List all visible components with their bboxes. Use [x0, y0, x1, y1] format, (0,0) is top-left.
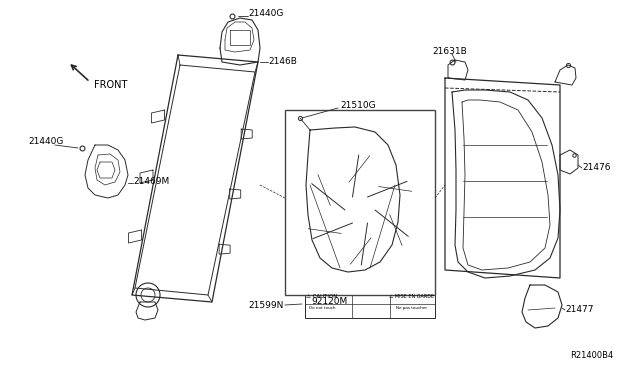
Text: 21440G: 21440G — [28, 138, 63, 147]
Text: ⚠ CAUTION: ⚠ CAUTION — [307, 294, 338, 298]
Text: 21599N: 21599N — [248, 301, 284, 310]
Bar — [285, 110, 435, 295]
Text: 21476: 21476 — [582, 164, 611, 173]
Text: 21469M: 21469M — [133, 177, 169, 186]
Text: Ne pas toucher: Ne pas toucher — [396, 306, 428, 310]
Text: 21631B: 21631B — [432, 48, 467, 57]
Text: Do not touch: Do not touch — [308, 306, 335, 310]
Text: 21440G: 21440G — [248, 10, 284, 19]
Text: 21477: 21477 — [565, 305, 593, 314]
Text: FRONT: FRONT — [94, 80, 127, 90]
Text: 21510G: 21510G — [340, 100, 376, 109]
Text: R21400B4: R21400B4 — [570, 350, 613, 359]
Text: ⚠ MISE EN GARDE: ⚠ MISE EN GARDE — [389, 294, 435, 298]
Bar — [305, 290, 435, 318]
Text: 92120M: 92120M — [312, 298, 348, 307]
Text: 2146B: 2146B — [268, 58, 297, 67]
